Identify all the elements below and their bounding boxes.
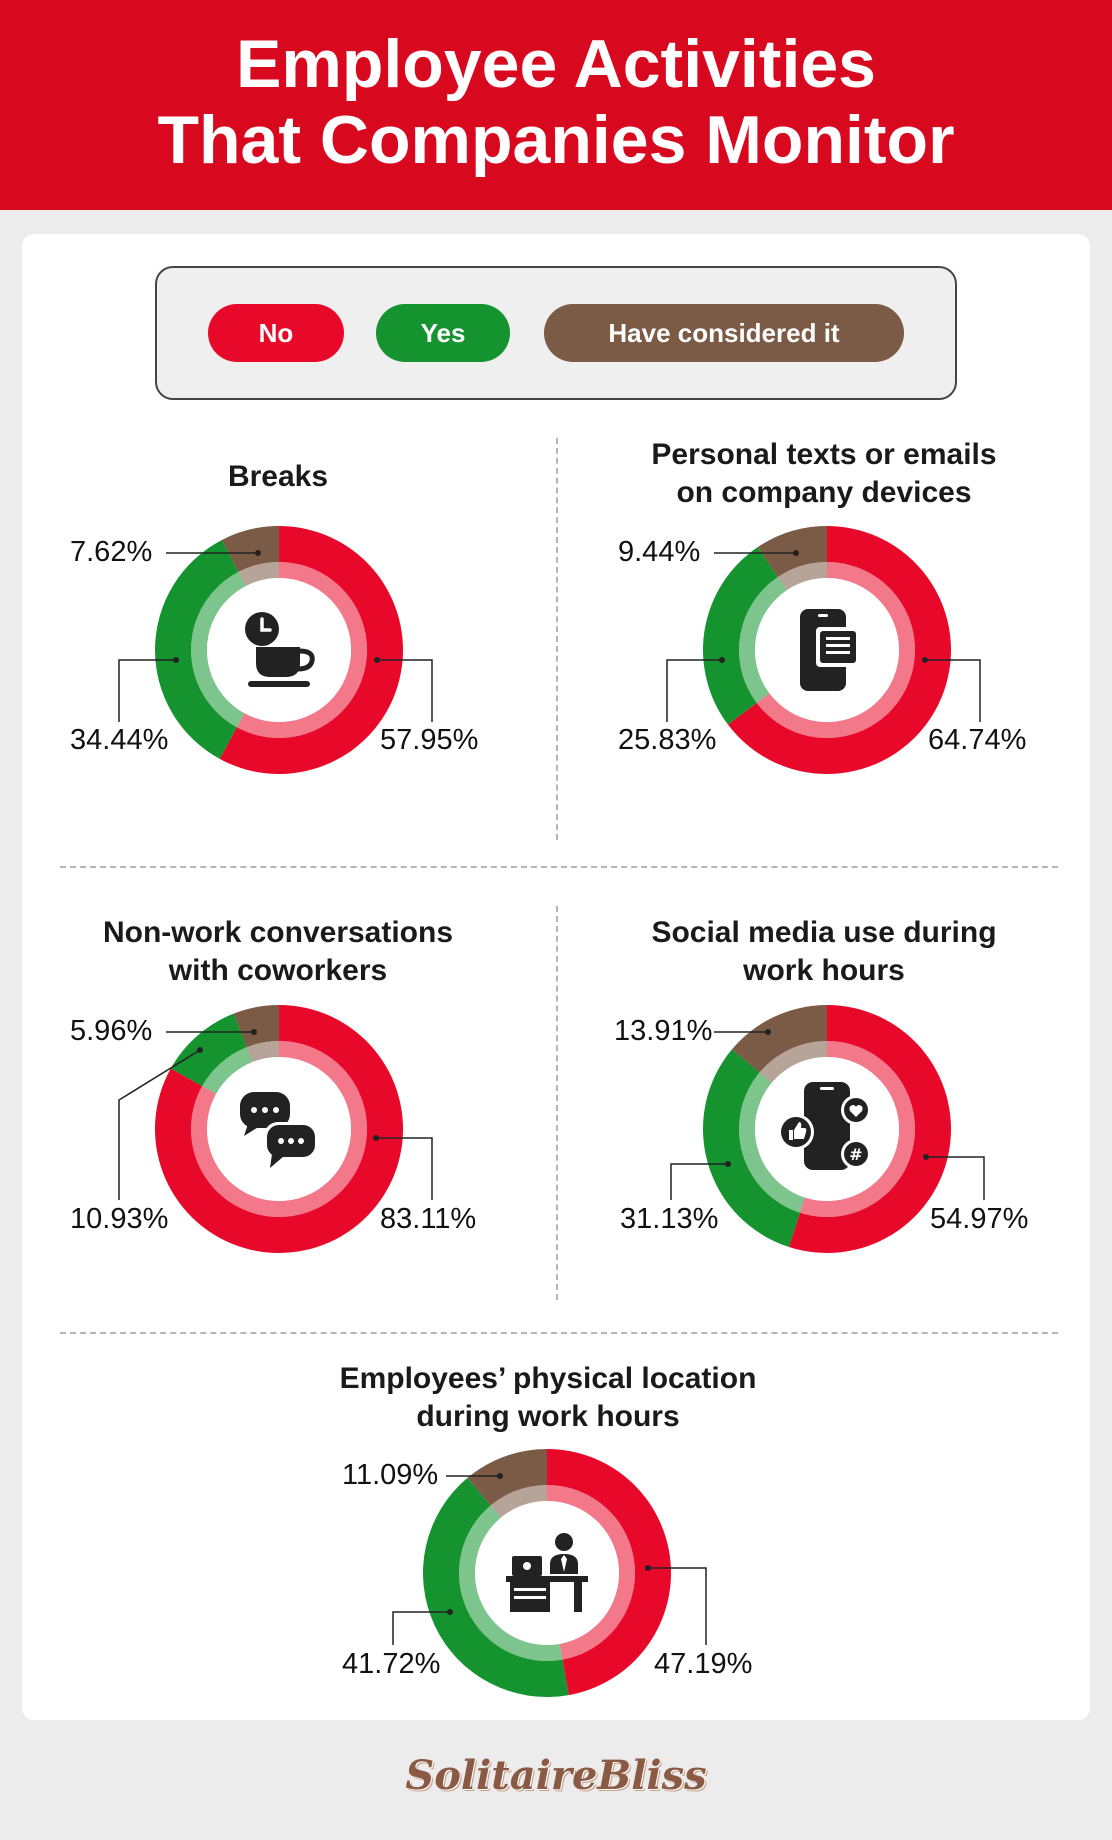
label-texts-no: 64.74% — [928, 724, 1027, 756]
panel-title-breaks: Breaks — [18, 458, 538, 496]
donut-chart-breaks-slice-no — [219, 526, 403, 774]
label-location-considered: 11.09% — [342, 1459, 439, 1491]
donut-chart-location-slice-have-considered-it — [467, 1449, 547, 1506]
panel-title-location-line1: Employees’ physical location — [339, 1362, 757, 1395]
panel-title-location-line2: during work hours — [416, 1400, 680, 1433]
panel-title-social-media-line2: work hours — [743, 954, 905, 987]
label-texts-considered: 9.44% — [618, 536, 701, 568]
phone-message-icon — [800, 609, 860, 691]
donut-chart-social-media-inner-ring-no — [799, 1041, 915, 1217]
panel-title-social-media: Social media use during work hours — [564, 914, 1084, 990]
panel-title-personal-texts-line1: Personal texts or emails — [651, 438, 997, 471]
donut-chart-personal-texts-inner-ring-have-considered-it — [777, 562, 827, 591]
panel-title-conversations: Non-work conversations with coworkers — [18, 914, 538, 990]
donut-chart-personal-texts-slice-have-considered-it — [757, 526, 827, 578]
donut-chart-conversations-inner-ring-yes — [202, 1047, 253, 1094]
label-conversations-considered: 5.96% — [70, 1015, 153, 1047]
legend-considered: Have considered it — [544, 304, 904, 362]
donut-chart-conversations-slice-have-considered-it — [233, 1005, 279, 1048]
divider-horizontal-2 — [60, 1332, 1058, 1334]
divider-vertical-middle — [556, 906, 558, 1300]
panel-title-personal-texts-line2: on company devices — [676, 476, 972, 509]
donut-chart-breaks-inner-ring-have-considered-it — [238, 562, 279, 587]
donut-chart-personal-texts — [703, 526, 951, 774]
divider-horizontal-1 — [60, 866, 1058, 868]
chat-bubbles-icon — [240, 1092, 318, 1168]
label-location-no: 47.19% — [654, 1648, 753, 1680]
donut-chart-conversations-inner-ring-have-considered-it — [246, 1041, 279, 1062]
label-social-yes: 31.13% — [620, 1203, 719, 1235]
donut-chart-social-media-slice-have-considered-it — [731, 1005, 827, 1073]
donut-chart-location-slice-yes — [423, 1477, 569, 1697]
donut-chart-location-inner-ring-have-considered-it — [490, 1485, 547, 1518]
donut-chart-breaks-inner-ring-no — [236, 562, 367, 738]
panel-title-breaks-line1: Breaks — [227, 460, 329, 493]
panel-title-personal-texts: Personal texts or emails on company devi… — [564, 436, 1084, 512]
label-texts-yes: 25.83% — [618, 724, 717, 756]
label-social-considered: 13.91% — [614, 1015, 713, 1047]
svg-text:#: # — [849, 1145, 862, 1164]
label-breaks-considered: 7.62% — [70, 536, 153, 568]
page-title-line2: That Companies Monitor — [157, 102, 955, 178]
donut-chart-location-slice-no — [547, 1449, 671, 1696]
label-conversations-no: 83.11% — [380, 1203, 477, 1235]
legend-no: No — [208, 304, 344, 362]
panel-title-conversations-line1: Non-work conversations — [102, 916, 454, 949]
legend-yes: Yes — [376, 304, 510, 362]
header-banner: Employee Activities That Companies Monit… — [0, 0, 1112, 210]
office-desk-icon — [506, 1533, 588, 1612]
social-media-icon: # — [778, 1082, 871, 1170]
label-location-yes: 41.72% — [342, 1648, 441, 1680]
donut-chart-social-media-inner-ring-yes — [739, 1072, 805, 1213]
donut-chart-social-media-slice-no — [788, 1005, 951, 1253]
donut-chart-breaks-slice-have-considered-it — [221, 526, 279, 572]
label-social-no: 54.97% — [930, 1203, 1029, 1235]
label-conversations-yes: 10.93% — [70, 1203, 169, 1235]
coffee-break-icon — [245, 612, 315, 687]
donut-chart-social-media-inner-ring-have-considered-it — [759, 1041, 827, 1083]
donut-chart-personal-texts-slice-no — [727, 526, 951, 774]
donut-chart-location-inner-ring-yes — [458, 1505, 563, 1661]
brand-logo: SolitaireBliss — [405, 1752, 707, 1799]
donut-chart-location-inner-ring-no — [547, 1485, 636, 1660]
label-breaks-no: 57.95% — [380, 724, 479, 756]
page-title-line1: Employee Activities — [236, 26, 876, 102]
donut-chart-personal-texts-inner-ring-yes — [739, 577, 787, 703]
panel-title-conversations-line2: with coworkers — [168, 954, 388, 987]
divider-vertical-top — [556, 438, 558, 840]
donut-chart-breaks-inner-ring-yes — [191, 571, 246, 728]
label-breaks-yes: 34.44% — [70, 724, 169, 756]
panel-title-location: Employees’ physical location during work… — [288, 1360, 808, 1436]
panel-title-social-media-line1: Social media use during — [651, 916, 997, 949]
